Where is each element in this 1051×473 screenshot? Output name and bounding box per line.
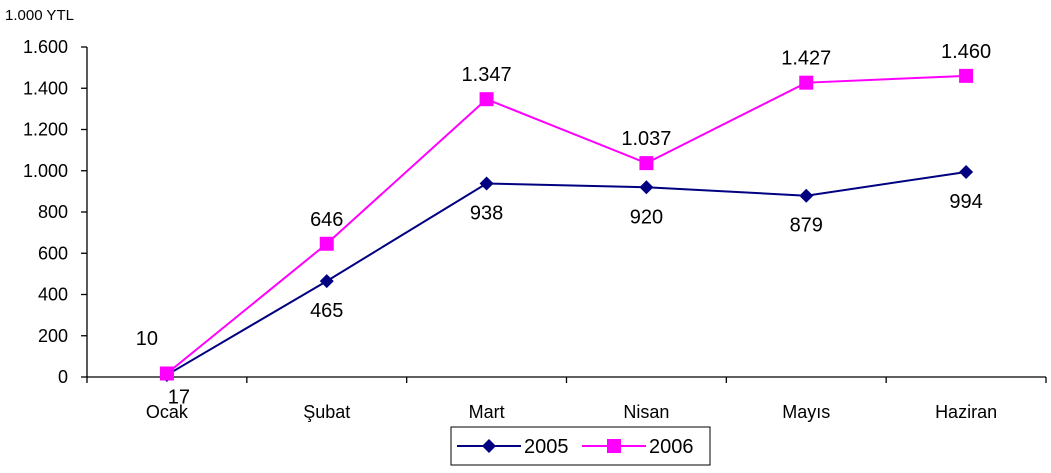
- data-point-2005: [639, 180, 654, 195]
- data-point-2006: [639, 156, 654, 171]
- data-point-2006: [479, 92, 494, 107]
- data-label-2006: 1.460: [941, 41, 991, 63]
- series-line-2005: [166, 170, 967, 376]
- data-label-2005: 465: [310, 300, 343, 322]
- data-label-2006: 646: [310, 209, 343, 231]
- series-markers: [159, 68, 974, 382]
- data-point-2005: [799, 188, 814, 203]
- data-point-2005: [479, 176, 494, 191]
- legend-label-2005: 2005: [524, 436, 569, 458]
- y-tick-label: 1.400: [23, 78, 68, 98]
- series-lines: [166, 74, 967, 376]
- data-point-2005: [959, 164, 974, 179]
- data-label-2005: 920: [630, 206, 663, 228]
- x-ticks: Ocak Şubat Mart Nisan Mayıs Haziran: [86, 377, 1047, 422]
- y-unit-label: 1.000 YTL: [5, 7, 74, 24]
- data-label-2006: 1.037: [621, 128, 671, 150]
- series-line-2006: [166, 74, 967, 375]
- data-point-2005: [319, 274, 334, 289]
- legend-marker-2005: [482, 439, 496, 453]
- data-label-2006: 17: [168, 386, 190, 408]
- legend-marker-2006: [607, 439, 621, 453]
- y-ticks: 0 200 400 600 800 1.000 1.200 1.400 1.600: [23, 37, 87, 387]
- data-label-2005: 879: [790, 215, 823, 237]
- data-point-2006: [319, 236, 334, 251]
- data-label-2006: 1.347: [462, 64, 512, 86]
- y-tick-label: 1.000: [23, 161, 68, 181]
- y-tick-label: 0: [58, 367, 68, 387]
- legend-label-2006: 2006: [649, 436, 694, 458]
- data-point-2006: [799, 75, 814, 90]
- y-tick-label: 200: [38, 326, 68, 346]
- y-tick-label: 800: [38, 202, 68, 222]
- y-tick-label: 1.600: [23, 37, 68, 57]
- x-tick-label: Mart: [469, 402, 505, 422]
- data-label-2006: 1.427: [781, 48, 831, 70]
- x-tick-label: Şubat: [303, 402, 350, 422]
- data-label-2005: 938: [470, 203, 503, 225]
- y-tick-label: 1.200: [23, 120, 68, 140]
- data-label-2005: 994: [949, 191, 982, 213]
- x-tick-label: Haziran: [935, 402, 997, 422]
- y-tick-label: 600: [38, 243, 68, 263]
- x-tick-label: Mayıs: [782, 402, 830, 422]
- data-label-2005: 10: [136, 328, 158, 350]
- legend: 2005 2006: [450, 426, 711, 466]
- y-tick-label: 400: [38, 285, 68, 305]
- data-labels: 10 465 938 920 879 994 17 646 1.347 1.037 1.427 1.4…: [136, 41, 991, 409]
- data-point-2006: [959, 68, 974, 83]
- data-point-2006: [159, 366, 174, 381]
- x-tick-label: Nisan: [623, 402, 669, 422]
- x-tick-label: Ocak: [146, 402, 189, 422]
